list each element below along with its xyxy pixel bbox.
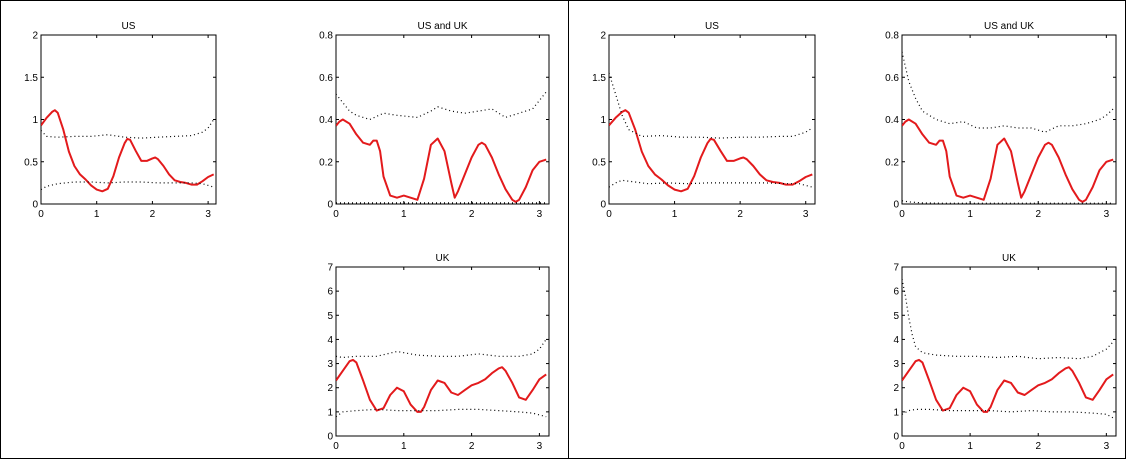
plot-right-us-and-uk: US and UK 0 1 2 3 0 0.2 0.4 0.6 0.8	[885, 21, 1117, 220]
y-tick-label: 2	[893, 383, 899, 394]
y-tick-label: 0.5	[592, 157, 606, 168]
y-tick-label: 0	[327, 200, 333, 211]
y-tick-label: 0.4	[885, 115, 899, 126]
y-tick-label: 6	[327, 287, 333, 298]
y-tick-label: 0	[893, 200, 899, 211]
estimate-line	[336, 358, 547, 413]
y-tick-label: 3	[327, 359, 333, 370]
x-tick-label: 3	[537, 441, 543, 452]
x-tick-label: 3	[803, 209, 809, 220]
x-tick-label: 3	[1104, 209, 1110, 220]
y-tick-label: 1	[32, 115, 38, 126]
estimate-line	[336, 118, 547, 203]
x-tick-label: 0	[899, 209, 905, 220]
plot-title: US and UK	[417, 21, 467, 32]
y-tick-label: 0	[600, 200, 606, 211]
x-tick-label: 2	[1035, 209, 1041, 220]
x-tick-label: 1	[401, 441, 407, 452]
x-tick-label: 2	[469, 209, 475, 220]
x-tick-label: 3	[537, 209, 543, 220]
x-tick-label: 2	[1035, 441, 1041, 452]
y-tick-label: 2	[32, 31, 38, 42]
axes-box	[901, 34, 1117, 205]
y-tick-label: 0.8	[319, 31, 333, 42]
estimate-line	[902, 358, 1114, 413]
y-tick-label: 3	[893, 359, 899, 370]
y-tick-label: 5	[327, 311, 333, 322]
plot-title: UK	[1002, 253, 1016, 264]
x-tick-label: 1	[967, 209, 973, 220]
estimate-line	[902, 118, 1114, 203]
x-tick-label: 2	[737, 209, 743, 220]
y-tick-label: 7	[327, 263, 333, 274]
plot-right-us: US 0 1 2 3 0 0.5 1 1.5 2	[592, 21, 816, 220]
x-tick-label: 1	[94, 209, 100, 220]
x-tick-label: 0	[333, 209, 339, 220]
x-tick-label: 3	[1104, 441, 1110, 452]
x-tick-label: 1	[672, 209, 678, 220]
axes-box	[40, 34, 217, 205]
y-tick-label: 0.8	[885, 31, 899, 42]
band-line-1	[902, 278, 1114, 360]
y-tick-label: 1	[893, 407, 899, 418]
y-tick-label: 0.4	[319, 115, 333, 126]
plot-title: US and UK	[984, 21, 1034, 32]
y-tick-label: 0.6	[885, 73, 899, 84]
axes-box	[335, 266, 550, 437]
band-line-2	[902, 200, 1114, 204]
axes-box	[608, 34, 816, 205]
x-tick-label: 2	[150, 209, 156, 220]
y-tick-label: 1.5	[24, 73, 38, 84]
y-tick-label: 5	[893, 311, 899, 322]
y-tick-label: 0	[327, 432, 333, 443]
estimate-line	[609, 109, 813, 193]
plot-left-us: US 0 1 2 3 0 0.5 1 1.5 2	[24, 21, 217, 220]
y-tick-label: 0.6	[319, 73, 333, 84]
y-tick-label: 7	[893, 263, 899, 274]
plot-title: UK	[436, 253, 450, 264]
plot-left-uk: UK 0 1 2 3 0 1 2 3 4 5 6 7	[327, 253, 550, 452]
x-tick-label: 0	[899, 441, 905, 452]
plot-right-uk: UK 0 1 2 3 0 1 2 3 4 5 6 7	[893, 253, 1117, 452]
y-tick-label: 4	[327, 335, 333, 346]
axes-box	[335, 34, 550, 205]
plot-title: US	[122, 21, 136, 32]
x-tick-label: 0	[38, 209, 44, 220]
y-tick-label: 1.5	[592, 73, 606, 84]
y-tick-label: 0	[893, 432, 899, 443]
band-line-2	[902, 408, 1114, 419]
estimate-line	[41, 109, 215, 193]
plot-title: US	[705, 21, 719, 32]
plot-left-us-and-uk: US and UK 0 1 2 3 0 0.2 0.4 0.6 0.8	[319, 21, 550, 220]
band-line-1	[336, 339, 547, 359]
y-tick-label: 0.2	[319, 157, 333, 168]
x-tick-label: 1	[401, 209, 407, 220]
axes-box	[901, 266, 1117, 437]
band-line-2	[336, 408, 547, 418]
x-tick-label: 2	[469, 441, 475, 452]
y-tick-label: 1	[600, 115, 606, 126]
x-tick-label: 1	[967, 441, 973, 452]
x-tick-label: 3	[205, 209, 211, 220]
y-tick-label: 0	[32, 200, 38, 211]
y-tick-label: 2	[600, 31, 606, 42]
x-tick-label: 0	[333, 441, 339, 452]
y-tick-label: 2	[327, 383, 333, 394]
y-tick-label: 0.5	[24, 157, 38, 168]
band-line-1	[336, 91, 547, 121]
y-tick-label: 4	[893, 335, 899, 346]
y-tick-label: 6	[893, 287, 899, 298]
y-tick-label: 0.2	[885, 157, 899, 168]
y-tick-label: 1	[327, 407, 333, 418]
band-line-2	[41, 181, 214, 191]
x-tick-label: 0	[606, 209, 612, 220]
